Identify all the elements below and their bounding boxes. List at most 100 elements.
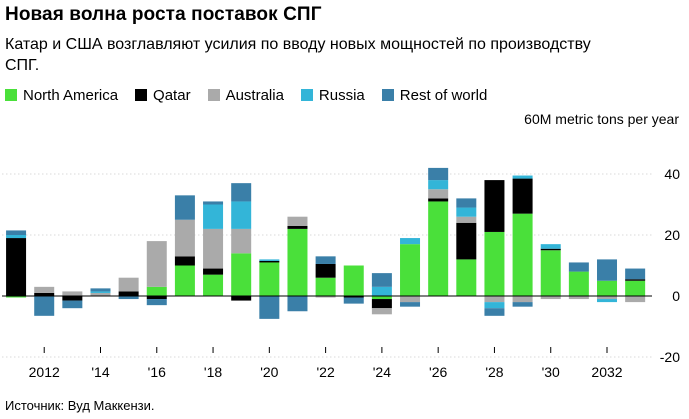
x-tick-label: '16 <box>148 364 166 380</box>
legend-item-qatar: Qatar <box>135 87 191 104</box>
legend-swatch <box>381 89 394 101</box>
bar-segment-north-america-2023 <box>343 265 364 296</box>
bar-segment-qatar-2030 <box>540 248 561 251</box>
x-tick-label: '28 <box>485 364 503 380</box>
legend-item-russia: Russia <box>300 87 365 104</box>
bar-segment-rest-of-world-2016 <box>146 299 167 306</box>
bar-segment-russia-2019 <box>231 201 252 229</box>
bar-segment-north-america-2020 <box>259 262 280 296</box>
source-note: Источник: Вуд Маккензи. <box>5 398 155 413</box>
bar-segment-north-america-2011 <box>6 296 27 298</box>
bar-segment-qatar-2018 <box>203 268 224 275</box>
bar-segment-north-america-2030 <box>540 250 561 296</box>
bar-segment-rest-of-world-2033 <box>625 268 646 280</box>
bar-segment-australia-2015 <box>118 277 139 292</box>
bar-segment-australia-2012 <box>34 286 55 293</box>
bar-segment-australia-2013 <box>62 291 83 296</box>
bar-segment-rest-of-world-2014 <box>90 288 111 292</box>
legend-swatch <box>207 89 220 101</box>
bar-segment-rest-of-world-2020 <box>259 296 280 319</box>
bar-segment-qatar-2021 <box>287 225 308 229</box>
y-axis-unit-label: 60M metric tons per year <box>524 111 679 127</box>
bar-segment-australia-2024 <box>371 308 392 315</box>
bar-segment-russia-2026 <box>428 180 449 190</box>
bar-segment-qatar-2022 <box>315 263 336 278</box>
bar-segment-rest-of-world-2021 <box>287 296 308 312</box>
bar-segment-australia-2025 <box>400 296 421 303</box>
y-tick-label: 20 <box>664 227 680 243</box>
chart-title: Новая волна роста поставок СПГ <box>5 4 322 25</box>
bar-segment-australia-2016 <box>146 241 167 287</box>
y-tick-label: 40 <box>664 166 680 182</box>
bar-segment-australia-2021 <box>287 216 308 226</box>
bar-segment-australia-2031 <box>568 296 589 300</box>
bar-segment-north-america-2027 <box>456 259 477 296</box>
bar-segment-rest-of-world-2025 <box>400 302 421 307</box>
bar-segment-russia-2024 <box>371 286 392 296</box>
bar-segment-qatar-2016 <box>146 296 167 300</box>
bar-segment-russia-2025 <box>400 238 421 245</box>
bar-segment-australia-2019 <box>231 228 252 254</box>
bar-segment-australia-2018 <box>203 228 224 269</box>
bar-segment-north-america-2022 <box>315 277 336 296</box>
bar-segment-rest-of-world-2032 <box>597 259 618 281</box>
bar-segment-north-america-2026 <box>428 201 449 296</box>
bar-segment-russia-2029 <box>512 175 533 179</box>
bar-segment-north-america-2025 <box>400 244 421 296</box>
bar-segment-qatar-2011 <box>6 238 27 296</box>
bar-segment-north-america-2028 <box>484 231 505 296</box>
chart-subtitle: Катар и США возглавляют усилия по вводу … <box>5 36 591 74</box>
bar-segment-russia-2028 <box>484 302 505 309</box>
bar-segment-russia-2020 <box>259 259 280 261</box>
bar-segment-rest-of-world-2012 <box>34 296 55 316</box>
legend-label: Australia <box>225 86 284 104</box>
bar-segment-qatar-2013 <box>62 296 83 301</box>
bar-segment-russia-2027 <box>456 207 477 217</box>
bar-segment-rest-of-world-2026 <box>428 167 449 181</box>
bar-segment-australia-2027 <box>456 216 477 223</box>
bar-segment-qatar-2019 <box>231 296 252 301</box>
bar-segment-australia-2032 <box>597 296 618 300</box>
bar-segment-rest-of-world-2027 <box>456 198 477 208</box>
bar-segment-australia-2022 <box>315 296 336 298</box>
bar-segment-north-america-2019 <box>231 253 252 296</box>
bar-segment-north-america-2018 <box>203 274 224 296</box>
bar-segment-north-america-2016 <box>146 286 167 296</box>
bar-segment-qatar-2033 <box>625 279 646 281</box>
bar-segment-rest-of-world-2022 <box>315 256 336 264</box>
bar-segment-rest-of-world-2019 <box>231 183 252 202</box>
bar-segment-russia-2011 <box>6 235 27 239</box>
bar-segment-north-america-2029 <box>512 213 533 296</box>
legend-swatch <box>5 89 17 101</box>
bar-segment-north-america-2024 <box>371 296 392 300</box>
bar-segment-qatar-2023 <box>343 296 364 298</box>
bar-segment-rest-of-world-2028 <box>484 308 505 316</box>
bar-segment-rest-of-world-2029 <box>512 302 533 307</box>
bar-segment-qatar-2028 <box>484 180 505 232</box>
bar-segment-north-america-2031 <box>568 271 589 296</box>
legend-label: Qatar <box>153 86 191 104</box>
bar-segment-qatar-2029 <box>512 178 533 214</box>
bar-segment-qatar-2027 <box>456 222 477 260</box>
bar-segment-rest-of-world-2018 <box>203 201 224 205</box>
bar-segment-australia-2026 <box>428 189 449 199</box>
bar-segment-rest-of-world-2011 <box>6 230 27 235</box>
x-tick-label: '22 <box>316 364 334 380</box>
bar-segment-australia-2028 <box>484 296 505 303</box>
bar-segment-australia-2029 <box>512 296 533 303</box>
legend-label: Rest of world <box>399 86 488 104</box>
legend-label: North America <box>23 86 119 104</box>
legend-item-australia: Australia <box>207 86 284 104</box>
bar-segment-north-america-2033 <box>625 280 646 296</box>
y-tick-label: -20 <box>660 349 680 365</box>
bar-segment-australia-2033 <box>625 296 646 303</box>
x-tick-label: '30 <box>542 364 560 380</box>
bar-segment-rest-of-world-2023 <box>343 297 364 304</box>
x-tick-label: '14 <box>91 364 109 380</box>
x-tick-label: '26 <box>429 364 447 380</box>
bar-segment-qatar-2024 <box>371 299 392 309</box>
bar-segment-rest-of-world-2024 <box>371 273 392 287</box>
bar-segment-north-america-2032 <box>597 280 618 296</box>
bar-segment-rest-of-world-2015 <box>118 296 139 300</box>
